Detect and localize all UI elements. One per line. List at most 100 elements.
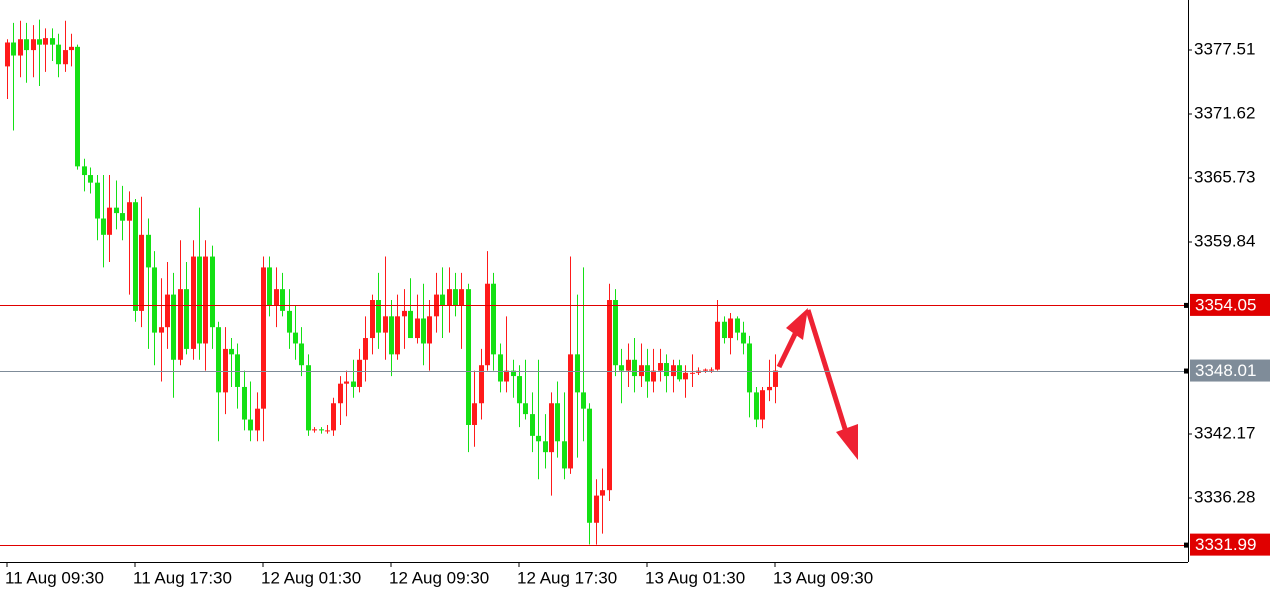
candle-body	[127, 202, 132, 221]
candle-body	[325, 430, 330, 432]
candle-body	[191, 256, 196, 349]
candle-body	[319, 429, 324, 431]
candle-body	[223, 348, 228, 393]
candle-body	[523, 403, 528, 415]
candle-body	[312, 429, 317, 431]
candle-body	[18, 39, 23, 56]
candle-body	[203, 256, 208, 344]
candle-body	[562, 441, 567, 469]
price-level-label: 3331.99	[1195, 535, 1256, 554]
candle-body	[357, 359, 362, 387]
candle-body	[575, 354, 580, 393]
candle-body	[178, 289, 183, 360]
y-tick-label: 3365.73	[1194, 167, 1255, 186]
candle-body	[594, 495, 599, 523]
candle-body	[75, 46, 80, 167]
price-level-tag	[1190, 293, 1270, 316]
candle-body	[280, 289, 285, 311]
price-level-marker	[1184, 368, 1189, 374]
y-tick-label: 3371.62	[1194, 103, 1255, 122]
candle-body	[235, 354, 240, 387]
candle-body	[440, 294, 445, 306]
candle-body	[370, 300, 375, 339]
candle-body	[658, 363, 663, 371]
candle-body	[37, 39, 42, 45]
candle-body	[242, 386, 247, 420]
candle-body	[165, 294, 170, 328]
candle-body	[82, 166, 87, 176]
candle-body	[741, 332, 746, 344]
candle-body	[581, 392, 586, 409]
candle-body	[395, 316, 400, 355]
candle-body	[607, 300, 612, 491]
candle-body	[664, 363, 669, 377]
candle-body	[171, 294, 176, 360]
candle-body	[645, 365, 650, 382]
candle-body	[120, 213, 125, 221]
plot-area	[5, 19, 778, 545]
candle-body	[639, 365, 644, 377]
price-level-label: 3348.01	[1195, 361, 1256, 380]
candle-body	[376, 300, 381, 333]
candle-body	[415, 318, 420, 339]
price-level-marker	[1184, 542, 1189, 548]
candle-body	[50, 38, 55, 45]
candle-body	[133, 202, 138, 311]
candle-body	[683, 372, 688, 380]
candle-body	[536, 435, 541, 442]
candle-body	[389, 316, 394, 355]
candle-body	[587, 408, 592, 523]
candle-body	[139, 234, 144, 311]
candle-body	[568, 354, 573, 469]
candle-body	[754, 392, 759, 420]
candle-body	[146, 234, 151, 268]
candle-body	[472, 403, 477, 425]
price-level-tag	[1190, 533, 1270, 556]
candle-body	[56, 44, 61, 65]
candle-body	[613, 300, 618, 366]
x-tick-label: 12 Aug 09:30	[389, 568, 489, 587]
candle-body	[114, 207, 119, 214]
candle-body	[485, 283, 490, 366]
candle-body	[95, 182, 100, 219]
candle-body	[735, 318, 740, 333]
candle-body	[210, 256, 215, 328]
candle-body	[267, 267, 272, 306]
price-level-tag	[1190, 359, 1270, 382]
candle-body	[728, 318, 733, 339]
candle-body	[344, 381, 349, 384]
candle-body	[626, 359, 631, 371]
candle-body	[466, 289, 471, 425]
candle-body	[703, 369, 708, 371]
x-tick-label: 12 Aug 01:30	[261, 568, 361, 587]
candle-body	[306, 365, 311, 431]
candle-body	[216, 327, 221, 393]
candle-body	[293, 332, 298, 344]
price-level-marker	[1184, 302, 1189, 308]
x-tick-label: 12 Aug 17:30	[517, 568, 617, 587]
candle-body	[632, 359, 637, 377]
candle-body	[408, 310, 413, 339]
candle-body	[63, 50, 68, 65]
candle-body	[747, 343, 752, 393]
candle-body	[88, 175, 93, 183]
candle-body	[383, 316, 388, 333]
x-tick-label: 11 Aug 17:30	[133, 568, 232, 587]
candle-body	[274, 289, 279, 306]
candle-body	[261, 267, 266, 409]
candle-body	[517, 376, 522, 404]
candle-body	[338, 383, 343, 404]
candle-body	[331, 403, 336, 431]
candle-body	[101, 218, 106, 235]
candle-body	[447, 289, 452, 306]
candle-body	[402, 310, 407, 317]
candle-body	[498, 354, 503, 382]
candle-body	[690, 372, 695, 374]
arrow-up-head	[786, 308, 808, 340]
candle-body	[619, 365, 624, 371]
candle-body	[351, 381, 356, 387]
candle-body	[421, 318, 426, 344]
x-tick-label: 13 Aug 09:30	[773, 568, 873, 587]
